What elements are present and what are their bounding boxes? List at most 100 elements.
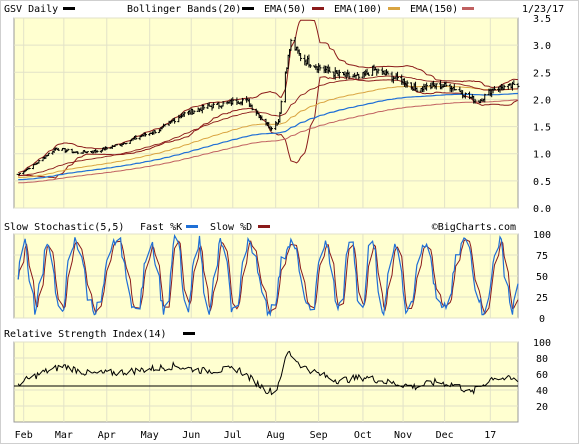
price-bar [192, 110, 196, 114]
y-tick-label: 20 [536, 402, 548, 413]
stoch-legend-d: Slow %D [210, 222, 252, 233]
ema200-swatch [462, 7, 474, 10]
price-bar [173, 117, 177, 124]
price-bar [114, 144, 118, 146]
y-tick-label: 50 [536, 272, 548, 283]
daily-swatch [63, 7, 75, 10]
price-y-ticks: 0.0 0.5 1.0 1.5 2.0 2.5 3.0 3.5 [533, 14, 551, 215]
stoch-gridlines [14, 233, 518, 319]
price-bar [144, 132, 148, 137]
x-tick-label: Oct [354, 430, 372, 441]
y-tick-label: 60 [536, 370, 548, 381]
x-tick-label: Jul [224, 430, 242, 441]
y-tick-label: 100 [533, 230, 551, 241]
price-bar [18, 172, 22, 176]
price-bars [16, 36, 520, 176]
y-tick-label: 3.0 [533, 41, 551, 52]
price-bar [386, 70, 390, 75]
rsi-panel: Relative Strength Index(14) 20 40 60 80 100 [4, 329, 551, 423]
ticker-label: GSV Daily [4, 4, 58, 15]
price-bar [366, 72, 370, 76]
x-tick-label: Apr [98, 430, 116, 441]
price-bar [347, 71, 351, 80]
price-bar [337, 69, 341, 79]
y-tick-label: 25 [536, 293, 548, 304]
price-bar [483, 93, 487, 103]
price-bar [202, 104, 206, 110]
x-tick-label: Nov [394, 430, 412, 441]
stoch-title: Slow Stochastic(5,5) [4, 222, 124, 233]
watermark: ©BigCharts.com [432, 222, 516, 233]
y-tick-label: 0.0 [533, 204, 551, 215]
x-axis-labels: Feb Mar Apr May Jun Jul Aug Sep Oct Nov Dec 17 [15, 430, 497, 441]
price-bar [221, 101, 225, 107]
y-tick-label: 0 [539, 314, 545, 325]
price-bar [27, 167, 31, 170]
price-bar [85, 151, 89, 154]
bollinger-swatch [242, 7, 254, 10]
y-tick-label: 1.0 [533, 150, 551, 161]
price-bar [56, 147, 60, 151]
price-bar [47, 152, 51, 157]
price-bar [492, 86, 496, 91]
legend-bollinger: Bollinger Bands(20) [127, 4, 241, 15]
ema100-swatch [388, 7, 400, 10]
x-tick-label: 17 [484, 430, 496, 441]
y-tick-label: 2.0 [533, 95, 551, 106]
price-panel: GSV Daily Bollinger Bands(20) EMA(50) EM… [4, 4, 564, 233]
y-tick-label: 80 [536, 354, 548, 365]
ema150-line [18, 92, 519, 181]
price-bar [328, 66, 332, 73]
price-bar [516, 82, 520, 89]
price-bar [124, 142, 128, 145]
price-bar [405, 80, 409, 88]
price-bar [434, 83, 438, 90]
price-bar [163, 124, 167, 127]
x-tick-label: May [141, 430, 159, 441]
x-tick-label: Aug [267, 430, 285, 441]
y-tick-label: 75 [536, 251, 548, 262]
stoch-k-swatch [186, 225, 198, 228]
price-bar [444, 81, 448, 87]
date-label: 1/23/17 [522, 4, 564, 15]
y-tick-label: 0.5 [533, 177, 551, 188]
stoch-k-line [17, 233, 519, 317]
stoch-d-swatch [258, 225, 270, 228]
y-tick-label: 3.5 [533, 14, 551, 25]
stoch-y-ticks: 0 25 50 75 100 [533, 230, 551, 325]
x-tick-label: Feb [15, 430, 33, 441]
legend-ema150: EMA(150) [410, 4, 458, 15]
price-bar [37, 159, 41, 164]
y-tick-label: 40 [536, 386, 548, 397]
rsi-line [17, 350, 519, 396]
price-bar [318, 64, 322, 71]
price-bar [260, 115, 264, 121]
x-tick-label: Sep [310, 430, 328, 441]
price-bar [473, 98, 477, 104]
y-tick-label: 100 [533, 338, 551, 349]
price-bar [66, 148, 70, 152]
ema-long-line [18, 99, 519, 184]
price-bar [250, 104, 254, 111]
price-bar [512, 80, 516, 85]
price-bar [240, 97, 244, 106]
price-bar [76, 151, 80, 155]
stochastic-panel: Slow Stochastic(5,5) Fast %K Slow %D 0 25… [4, 222, 551, 325]
price-bar [308, 64, 312, 68]
rsi-plot-area [13, 341, 519, 423]
price-bar [231, 97, 235, 105]
bollinger-lower-line [18, 76, 519, 179]
price-bar [211, 102, 215, 109]
price-bar [299, 53, 303, 62]
price-bar [454, 89, 458, 91]
price-bar [357, 73, 361, 80]
price-bar [153, 130, 157, 134]
price-bar [415, 87, 419, 92]
rsi-y-ticks: 20 40 60 80 100 [533, 338, 551, 413]
legend-ema100: EMA(100) [334, 4, 382, 15]
price-bar [463, 92, 467, 99]
y-tick-label: 2.5 [533, 68, 551, 79]
price-bar [425, 82, 429, 91]
x-tick-label: Dec [436, 430, 454, 441]
